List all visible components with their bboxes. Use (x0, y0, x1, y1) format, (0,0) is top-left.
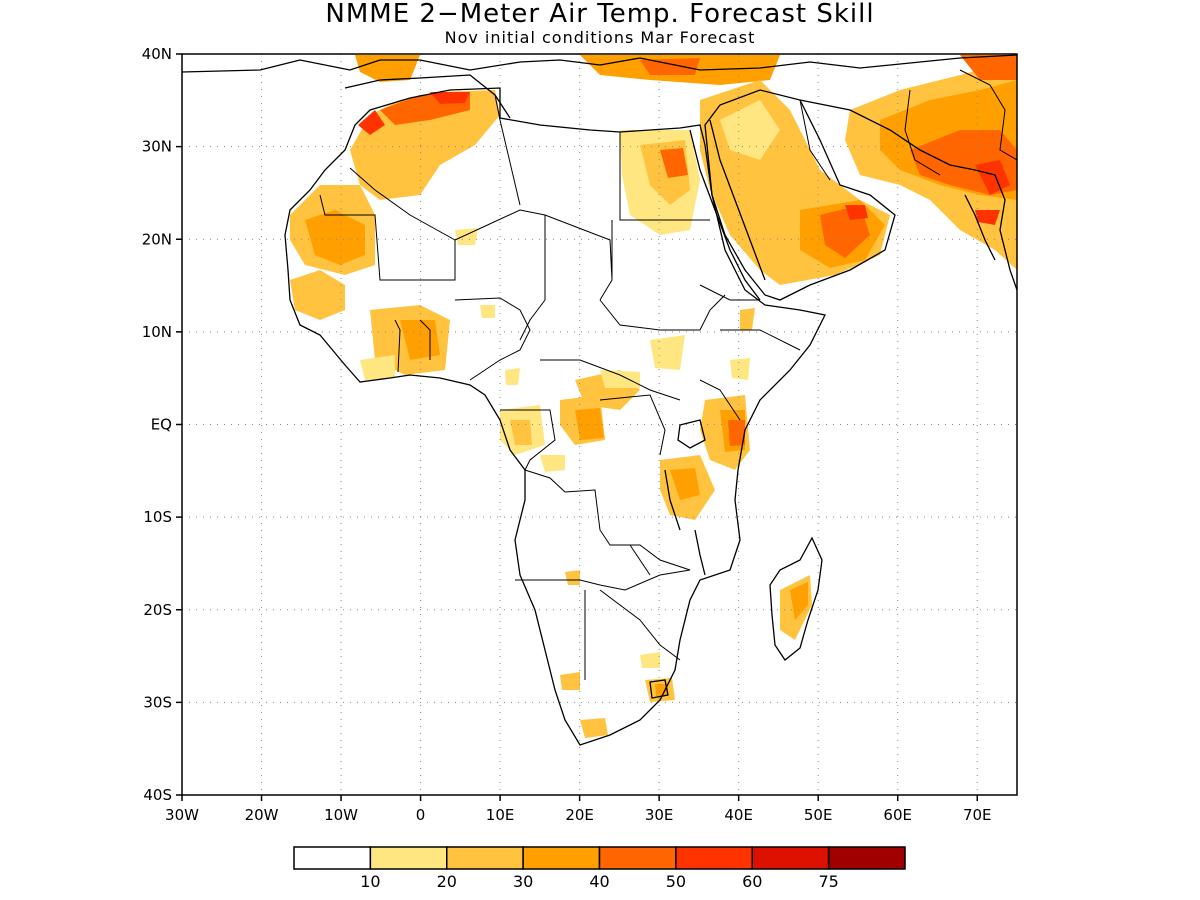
lon-tick-label: 40E (724, 806, 753, 824)
map-subtitle: Nov initial conditions Mar Forecast (444, 28, 756, 47)
colorbar-label: 60 (742, 872, 762, 891)
skill-shading (290, 55, 1017, 738)
colorbar-label: 50 (666, 872, 686, 891)
lat-tick-label: 30N (142, 138, 172, 156)
lon-tick-label: 30E (645, 806, 674, 824)
lon-tick-label: 0 (416, 806, 426, 824)
colorbar-swatch (598, 846, 677, 870)
lat-tick-label: 30S (143, 693, 172, 711)
lat-tick-label: 10S (143, 508, 172, 526)
axis-ticks (176, 53, 978, 801)
lon-tick-label: 20E (565, 806, 594, 824)
lat-tick-label: EQ (151, 416, 172, 434)
colorbar-label: 40 (589, 872, 609, 891)
colorbar-label: 75 (818, 872, 838, 891)
colorbar-swatch (827, 846, 906, 870)
colorbar-labels: 10 20 30 40 50 60 75 (360, 872, 839, 891)
colorbar-label: 30 (513, 872, 533, 891)
lon-tick-label: 10W (324, 806, 358, 824)
lon-tick-label: 20W (245, 806, 279, 824)
lon-tick-label: 30W (165, 806, 199, 824)
longitude-labels: 30W 20W 10W 0 10E 20E 30E 40E 50E 60E 70E (165, 806, 991, 824)
lon-tick-label: 60E (883, 806, 912, 824)
lat-tick-label: 40S (143, 786, 172, 804)
lat-tick-label: 20N (142, 230, 172, 248)
coastlines (182, 54, 1017, 746)
colorbar-swatch (675, 846, 753, 870)
country-borders (319, 69, 1017, 680)
lon-tick-label: 50E (804, 806, 833, 824)
lat-tick-label: 10N (142, 323, 172, 341)
map-title: NMME 2−Meter Air Temp. Forecast Skill (325, 0, 875, 29)
colorbar-swatch (293, 846, 372, 870)
lon-tick-label: 70E (963, 806, 992, 824)
colorbar-swatch (446, 846, 524, 870)
latitude-labels: 40N 30N 20N 10N EQ 10S 20S 30S 40S (142, 45, 172, 804)
colorbar-label: 20 (437, 872, 457, 891)
colorbar-label: 10 (360, 872, 380, 891)
lon-tick-label: 10E (486, 806, 515, 824)
colorbar-swatch (751, 846, 830, 870)
lat-tick-label: 20S (143, 601, 172, 619)
colorbar-swatch (369, 846, 448, 870)
colorbar (293, 846, 906, 870)
colorbar-swatch (522, 846, 601, 870)
lat-tick-label: 40N (142, 45, 172, 63)
